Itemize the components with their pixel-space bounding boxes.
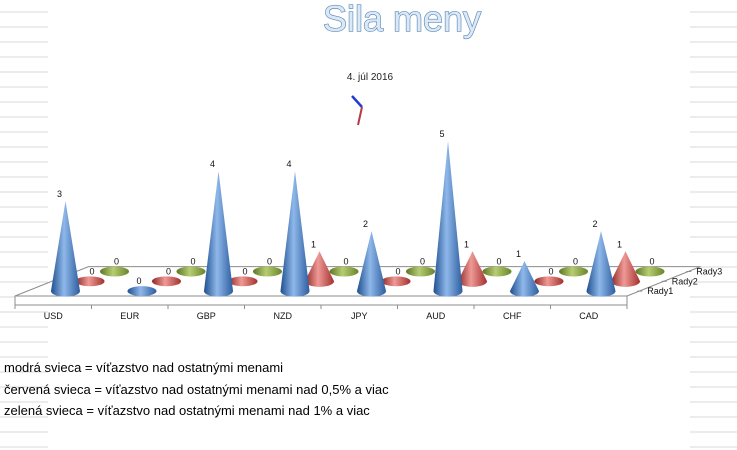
- cone-base-zero: [99, 266, 130, 277]
- cone-body: [610, 251, 641, 287]
- cone-body: [586, 231, 616, 297]
- chart-subtitle: 4. júl 2016: [347, 72, 394, 83]
- data-label: 0: [114, 257, 119, 267]
- data-label: 0: [573, 257, 578, 267]
- cone-rady2-eur: 0: [151, 266, 182, 287]
- data-label: 0: [343, 257, 348, 267]
- cone-rady3-eur: 0: [176, 257, 206, 277]
- data-label: 0: [267, 257, 272, 267]
- note-green-candle: zelená svieca = víťazstvo nad ostatnými …: [4, 403, 370, 418]
- cone-body: [304, 251, 335, 287]
- cone-body: [509, 261, 540, 297]
- cone-rady3-cad: 0: [635, 257, 665, 277]
- data-label: 0: [89, 266, 94, 276]
- data-label: 0: [242, 266, 247, 276]
- cone-rady1-cad: 2: [586, 219, 616, 297]
- cone-rady1-chf: 1: [509, 249, 540, 297]
- cone-rady3-gbp: 0: [252, 257, 283, 277]
- cone-rady2-aud: 1: [457, 239, 488, 287]
- note-blue-candle: modrá svieca = víťazstvo nad ostatnými m…: [4, 360, 284, 375]
- cone-base-zero: [151, 276, 182, 287]
- chart-title: Sila meny: [323, 0, 481, 39]
- cone-base-zero: [329, 266, 359, 277]
- cone-base-zero: [228, 276, 258, 287]
- chart-notes: modrá svieca = víťazstvo nad ostatnými m…: [4, 357, 389, 422]
- legend-key: [351, 95, 363, 126]
- cone-rady3-chf: 0: [558, 257, 589, 277]
- data-label: 0: [496, 257, 501, 267]
- x-tick-label: NZD: [274, 311, 293, 321]
- cone-rady3-usd: 0: [99, 257, 130, 277]
- data-label: 1: [464, 239, 469, 249]
- cone-rady2-jpy: 0: [381, 266, 411, 287]
- cone-rady3-aud: 0: [482, 257, 512, 277]
- data-label: 4: [286, 159, 291, 169]
- cone-rady2-cad: 1: [610, 239, 641, 287]
- data-label: 0: [548, 266, 553, 276]
- data-label: 0: [649, 257, 654, 267]
- cone-rady1-jpy: 2: [356, 219, 387, 297]
- cone-body: [433, 141, 463, 297]
- x-tick-label: CAD: [579, 311, 599, 321]
- cone-base-zero: [75, 276, 105, 287]
- chart-marks: 0 0 0 0 0 0 0 0 0 0 0 1 0 1 0 1 3 0 4 4 2 5 1 2: [50, 129, 665, 297]
- cone-rady2-gbp: 0: [228, 266, 258, 287]
- cone-base-zero: [534, 276, 564, 287]
- x-tick-label: GBP: [197, 311, 216, 321]
- cone-body: [50, 201, 81, 297]
- cone-rady1-gbp: 4: [203, 159, 234, 297]
- cone-base-zero: [558, 266, 589, 277]
- cone-rady2-usd: 0: [75, 266, 105, 287]
- data-label: 4: [210, 159, 215, 169]
- cone-rady2-nzd: 1: [304, 239, 335, 287]
- data-label: 0: [395, 266, 400, 276]
- data-label: 2: [592, 219, 597, 229]
- cone-rady2-chf: 0: [534, 266, 564, 287]
- legend-key-red-mark: [357, 106, 363, 126]
- x-tick-label: CHF: [503, 311, 522, 321]
- series-label-rady2: Rady2: [672, 276, 698, 286]
- cone-base-zero: [176, 266, 206, 277]
- cone-rady1-eur: 0: [127, 276, 157, 297]
- cone-base-zero: [405, 266, 436, 277]
- data-label: 3: [57, 189, 62, 199]
- x-tick-label: JPY: [351, 311, 368, 321]
- data-label: 1: [516, 249, 521, 259]
- x-tick-label: USD: [44, 311, 64, 321]
- x-tick-label: AUD: [426, 311, 446, 321]
- data-label: 0: [166, 266, 171, 276]
- cone-base-zero: [381, 276, 411, 287]
- cone-rady1-aud: 5: [433, 129, 463, 297]
- x-tick-label: EUR: [120, 311, 140, 321]
- cone-body: [356, 231, 387, 297]
- cone-base-zero: [635, 266, 665, 277]
- cone-body: [280, 171, 310, 297]
- cone-rady3-jpy: 0: [405, 257, 436, 277]
- chart-floor-front-edge: [14, 295, 628, 306]
- cone-base-zero: [252, 266, 283, 277]
- data-label: 1: [311, 239, 316, 249]
- data-label: 0: [190, 257, 195, 267]
- cone-rady1-usd: 3: [50, 189, 81, 297]
- cone-body: [203, 171, 234, 297]
- series-label-rady3: Rady3: [696, 267, 722, 277]
- cone-rady3-nzd: 0: [329, 257, 359, 277]
- note-red-candle: červená svieca = víťazstvo nad ostatnými…: [4, 381, 389, 397]
- data-label: 5: [439, 129, 444, 139]
- cone-body: [457, 251, 488, 287]
- data-label: 0: [136, 276, 141, 286]
- cone-base-zero: [482, 266, 512, 277]
- legend-key-blue-mark: [351, 95, 363, 108]
- cone-rady1-nzd: 4: [280, 159, 310, 297]
- cone-base-zero: [127, 286, 157, 297]
- data-label: 0: [420, 257, 425, 267]
- data-label: 2: [363, 219, 368, 229]
- series-label-rady1: Rady1: [647, 286, 673, 296]
- data-label: 1: [617, 239, 622, 249]
